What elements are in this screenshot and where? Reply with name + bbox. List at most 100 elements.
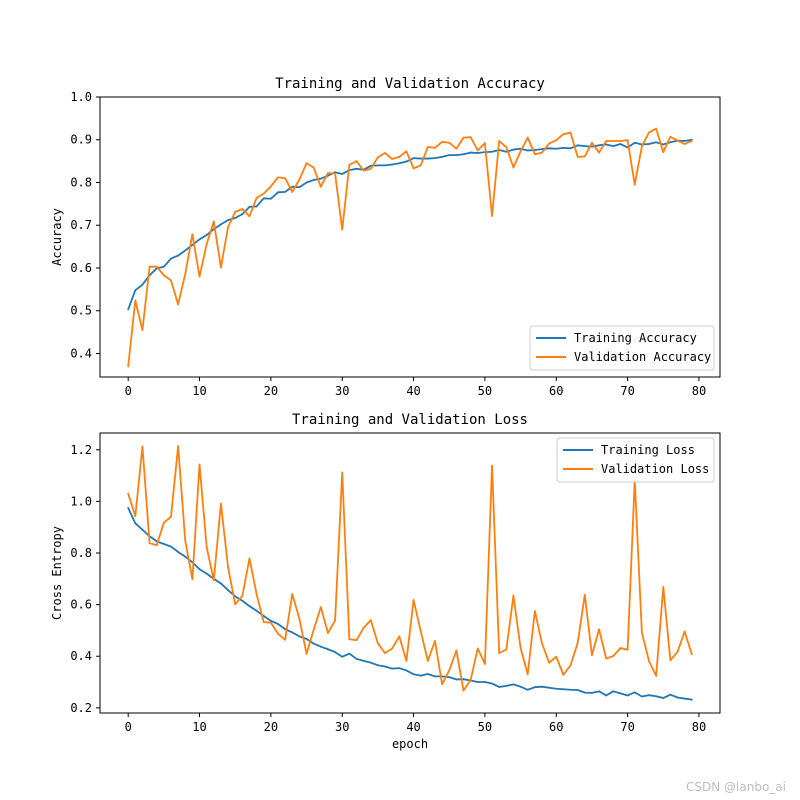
point-training-loss	[291, 631, 294, 634]
point-validation-accuracy	[284, 177, 287, 180]
point-validation-loss	[648, 660, 650, 663]
point-validation-accuracy	[498, 140, 501, 142]
point-training-accuracy	[526, 149, 529, 152]
loss-ytick-label: 1.0	[70, 494, 92, 508]
point-validation-loss	[341, 471, 344, 474]
point-training-loss	[569, 688, 572, 691]
point-validation-loss	[284, 638, 287, 641]
point-training-loss	[312, 642, 315, 645]
point-training-accuracy	[376, 164, 379, 167]
point-training-loss	[327, 648, 329, 651]
point-training-loss	[598, 690, 600, 693]
loss-axes-frame	[99, 432, 721, 714]
point-training-loss	[462, 678, 465, 681]
point-training-accuracy	[184, 249, 187, 252]
point-validation-accuracy	[376, 156, 379, 159]
point-training-loss	[241, 599, 244, 602]
point-validation-loss	[690, 653, 693, 656]
point-validation-accuracy	[277, 176, 279, 179]
point-validation-loss	[319, 606, 322, 609]
point-training-accuracy	[220, 223, 222, 226]
point-training-loss	[391, 667, 394, 670]
point-training-loss	[341, 655, 344, 658]
point-validation-accuracy	[455, 147, 458, 150]
point-training-loss	[676, 696, 679, 699]
point-training-loss	[512, 683, 515, 686]
point-training-accuracy	[533, 149, 536, 151]
point-validation-accuracy	[369, 167, 372, 170]
point-validation-loss	[498, 652, 501, 655]
point-training-loss	[127, 506, 130, 509]
point-validation-accuracy	[391, 158, 394, 160]
point-training-accuracy	[648, 143, 650, 145]
accuracy-xtick-label: 30	[335, 384, 349, 398]
point-validation-loss	[441, 683, 444, 685]
point-training-loss	[220, 582, 222, 585]
point-validation-loss	[548, 661, 551, 664]
accuracy-xtick-label: 60	[549, 384, 563, 398]
point-validation-loss	[619, 647, 622, 649]
loss-xtick-label: 30	[335, 720, 349, 734]
point-validation-loss	[391, 647, 394, 650]
point-validation-accuracy	[526, 136, 529, 139]
point-training-loss	[184, 555, 187, 558]
point-validation-accuracy	[348, 164, 351, 166]
point-training-accuracy	[662, 143, 665, 146]
point-validation-accuracy	[327, 172, 329, 174]
point-validation-loss	[683, 630, 686, 633]
point-training-loss	[269, 619, 272, 622]
point-training-accuracy	[177, 254, 180, 257]
loss-plot-area	[127, 445, 693, 701]
point-training-loss	[334, 651, 336, 653]
point-validation-loss	[462, 689, 465, 692]
point-validation-accuracy	[334, 172, 336, 175]
point-validation-loss	[512, 594, 515, 597]
point-validation-loss	[141, 445, 144, 448]
point-training-accuracy	[455, 154, 458, 157]
point-validation-loss	[484, 663, 486, 665]
point-validation-accuracy	[533, 153, 536, 156]
point-validation-loss	[155, 544, 158, 547]
point-validation-accuracy	[441, 140, 444, 143]
point-training-loss	[562, 688, 565, 691]
point-training-loss	[412, 673, 415, 676]
point-training-accuracy	[469, 151, 472, 154]
point-training-loss	[591, 691, 593, 694]
point-training-loss	[255, 609, 258, 612]
loss-chart-title: Training and Validation Loss	[292, 412, 528, 428]
point-validation-accuracy	[591, 141, 593, 144]
point-validation-loss	[469, 679, 472, 681]
point-validation-accuracy	[562, 133, 565, 136]
point-validation-loss	[212, 579, 215, 582]
point-training-accuracy	[384, 164, 386, 167]
point-validation-loss	[491, 464, 493, 467]
point-validation-loss	[291, 593, 294, 595]
point-training-accuracy	[683, 140, 686, 142]
accuracy-ticks: 0 10 20 30 40 50 60 70 80 0.4 0.5 0.6 0.7 0.8 0.9 1.0	[70, 90, 706, 398]
point-training-loss	[298, 635, 301, 638]
loss-xtick-label: 60	[549, 720, 563, 734]
point-validation-loss	[562, 673, 565, 676]
point-validation-accuracy	[227, 226, 229, 228]
point-validation-accuracy	[205, 243, 208, 245]
loss-legend: Training Loss Validation Loss	[556, 437, 715, 483]
point-validation-accuracy	[419, 164, 422, 167]
loss-xtick-label: 80	[692, 720, 706, 734]
point-training-accuracy	[598, 144, 600, 147]
point-validation-accuracy	[155, 265, 158, 268]
point-validation-loss	[640, 631, 643, 634]
point-validation-loss	[205, 546, 208, 548]
point-training-accuracy	[412, 157, 415, 160]
point-training-loss	[384, 665, 386, 668]
watermark: CSDN @lanbo_ai	[686, 780, 786, 794]
point-validation-loss	[241, 594, 244, 597]
point-validation-loss	[583, 593, 586, 596]
point-training-loss	[526, 688, 529, 691]
accuracy-chart-title: Training and Validation Accuracy	[275, 76, 545, 92]
point-training-loss	[519, 685, 522, 688]
point-validation-accuracy	[312, 166, 315, 169]
loss-xtick-label: 0	[125, 720, 132, 734]
accuracy-ytick-label: 0.5	[70, 304, 92, 318]
loss-ylabel: Cross Entropy	[50, 526, 64, 620]
accuracy-xtick-label: 10	[192, 384, 206, 398]
